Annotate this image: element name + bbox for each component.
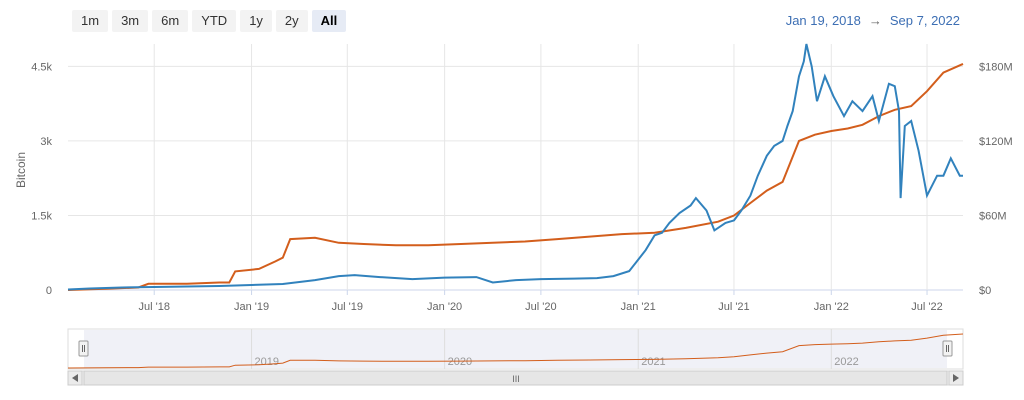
range-1m-button[interactable]: 1m <box>72 10 109 32</box>
y-left-tick-label: 0 <box>46 285 52 297</box>
navigator-year-label: 2021 <box>641 356 665 368</box>
date-from[interactable]: Jan 19, 2018 <box>785 13 861 28</box>
x-tick-label: Jul '19 <box>332 301 363 313</box>
x-tick-label: Jan '21 <box>621 301 656 313</box>
range-all-button[interactable]: All <box>311 10 347 32</box>
series-line-btc <box>67 43 963 291</box>
range-6m-button[interactable]: 6m <box>152 10 189 32</box>
range-2y-button[interactable]: 2y <box>275 10 308 32</box>
y-axis-title: Bitcoin <box>14 152 28 188</box>
x-tick-label: Jul '21 <box>718 301 749 313</box>
scrollbar[interactable]: III <box>67 370 964 386</box>
navigator-year-label: 2022 <box>834 356 858 368</box>
x-tick-label: Jul '20 <box>525 301 556 313</box>
y-axis-left: 0 1.5k 3k 4.5k <box>31 61 52 297</box>
series-line-usd <box>67 62 964 291</box>
navigator-handle-right[interactable] <box>942 340 953 357</box>
scrollbar-thumb[interactable] <box>83 370 948 386</box>
date-range-display: Jan 19, 2018 → Sep 7, 2022 <box>786 13 960 28</box>
range-3m-button[interactable]: 3m <box>112 10 149 32</box>
scrollbar-grip-icon: III <box>512 374 520 384</box>
y-right-tick-label: $120M <box>979 136 1013 148</box>
x-tick-label: Jan '20 <box>427 301 462 313</box>
x-tick-label: Jul '22 <box>911 301 942 313</box>
range-ytd-button[interactable]: YTD <box>192 10 237 32</box>
navigator-year-label: 2019 <box>255 356 279 368</box>
arrow-icon: → <box>868 13 882 28</box>
x-tick-label: Jul '18 <box>138 301 169 313</box>
y-left-tick-label: 1.5k <box>31 210 52 222</box>
y-axis-right: $0 $60M $120M $180M <box>979 61 1013 297</box>
navigator-series-line <box>67 333 964 369</box>
x-axis: Jul '18 Jan '19 Jul '19 Jan '20 Jul '20 Jan '… <box>138 290 943 313</box>
navigator-year-label: 2020 <box>448 356 472 368</box>
range-selector: 1m 3m 6m YTD 1y 2y All <box>72 10 347 32</box>
navigator: 2019 2020 2021 2022 <box>67 328 964 370</box>
navigator-selection[interactable] <box>84 330 947 368</box>
y-right-tick-label: $60M <box>979 210 1007 222</box>
y-right-tick-label: $180M <box>979 61 1013 73</box>
x-tick-label: Jan '22 <box>814 301 849 313</box>
y-left-tick-label: 3k <box>40 136 52 148</box>
chevron-right-icon <box>953 374 959 382</box>
chevron-left-icon <box>72 374 78 382</box>
range-1y-button[interactable]: 1y <box>240 10 272 32</box>
navigator-grid <box>251 329 832 369</box>
y-left-tick-label: 4.5k <box>31 61 52 73</box>
y-right-tick-label: $0 <box>979 285 991 297</box>
navigator-handle-left[interactable] <box>78 340 89 357</box>
x-tick-label: Jan '19 <box>234 301 269 313</box>
grid <box>68 44 963 291</box>
date-to[interactable]: Sep 7, 2022 <box>889 13 960 28</box>
